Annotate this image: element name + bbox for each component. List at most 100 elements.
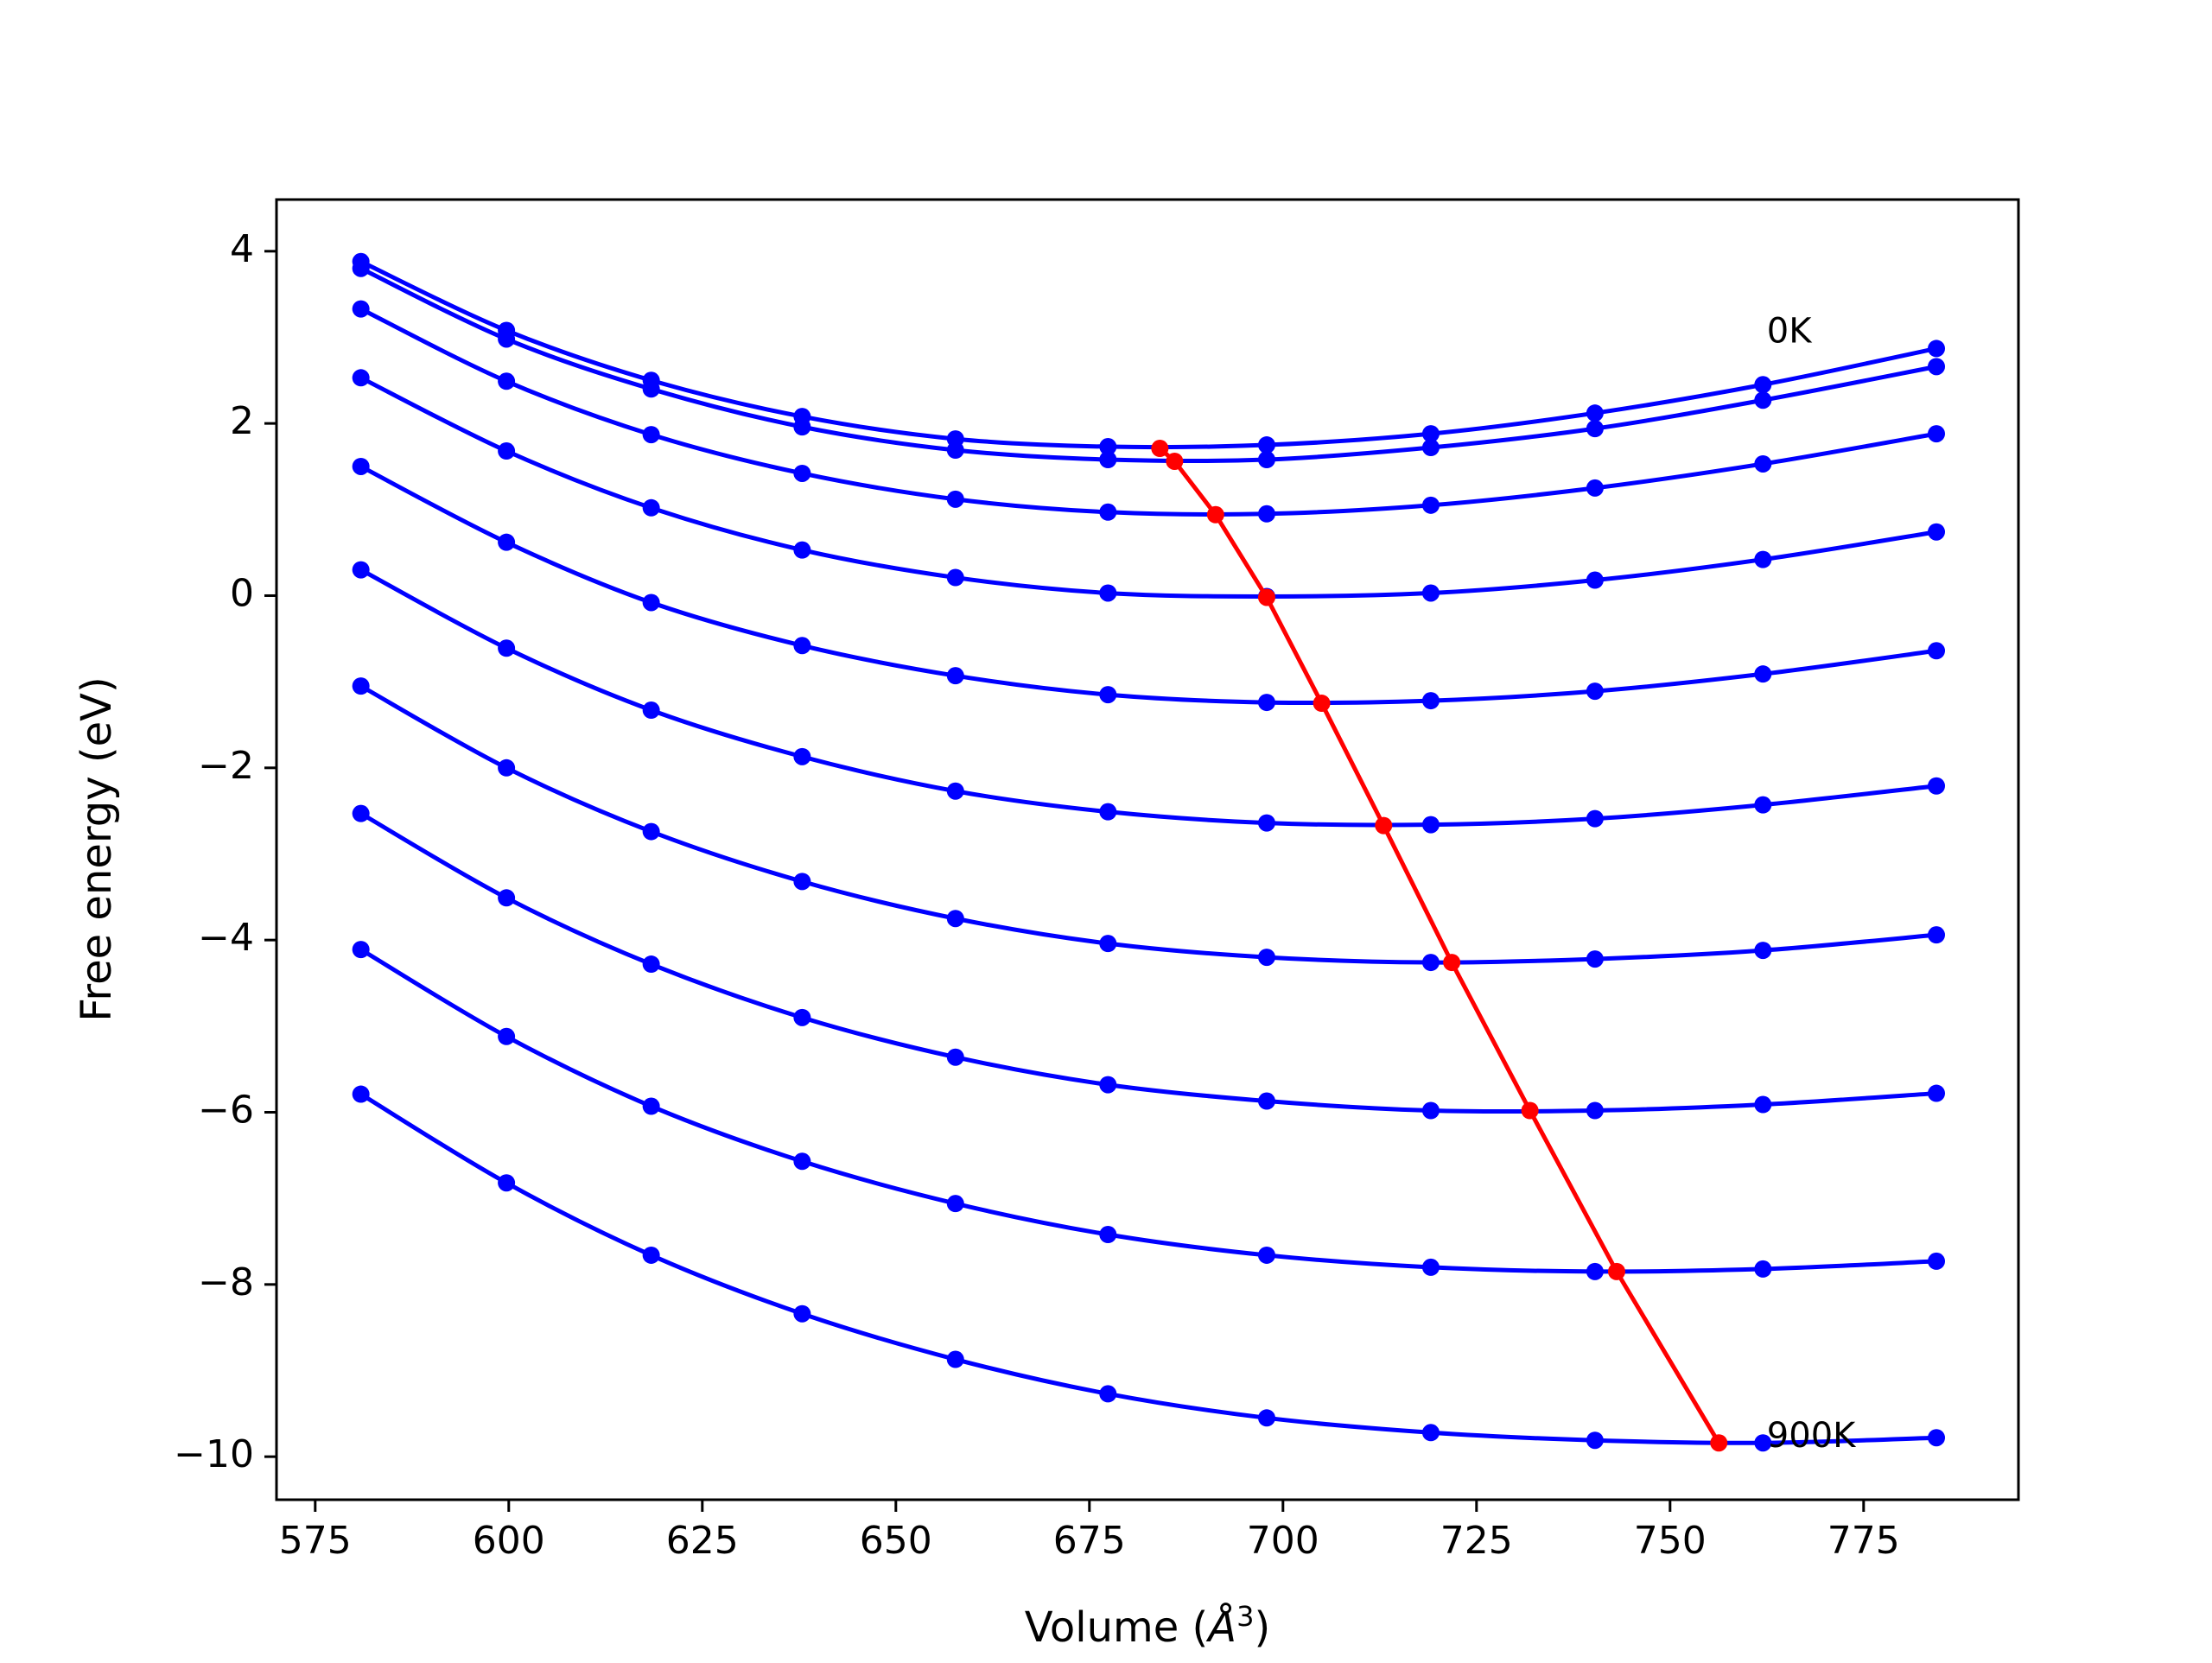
series-6-point-5 [1099, 935, 1117, 953]
series-3-point-0 [352, 369, 370, 387]
series-4-point-2 [642, 593, 660, 612]
series-5-point-8 [1586, 809, 1604, 828]
series-1-point-3 [793, 418, 811, 436]
curves-layer [352, 252, 1946, 1452]
series-2-point-4 [946, 490, 964, 508]
series-9-point-8 [1586, 1431, 1604, 1450]
minima-point-2 [1206, 505, 1224, 524]
x-tick-label-1: 600 [473, 1519, 545, 1563]
series-4-point-1 [498, 533, 516, 551]
y-tick-label-2: 0 [230, 571, 254, 615]
series-9-point-1 [498, 1174, 516, 1192]
series-3-point-2 [642, 498, 660, 517]
series-2-point-8 [1586, 479, 1604, 497]
minima-point-8 [1607, 1262, 1625, 1280]
series-8-point-6 [1257, 1246, 1275, 1264]
series-6-point-7 [1421, 954, 1440, 972]
minima-point-6 [1443, 954, 1461, 972]
series-9-point-10 [1928, 1429, 1946, 1447]
series-1-point-10 [1928, 358, 1946, 376]
series-5-point-2 [642, 701, 660, 720]
y-tick-label-4: −4 [198, 916, 254, 960]
series-3-point-9 [1754, 550, 1772, 568]
series-3-point-10 [1928, 523, 1946, 541]
series-0-point-8 [1586, 404, 1604, 422]
series-6-point-1 [498, 759, 516, 777]
y-tick-label-3: −2 [198, 744, 254, 788]
series-1-point-1 [498, 330, 516, 348]
series-0-point-9 [1754, 376, 1772, 394]
series-1-point-8 [1586, 420, 1604, 438]
series-2-point-5 [1099, 503, 1117, 521]
x-axis-label-close: ) [1254, 1603, 1270, 1652]
series-9-point-3 [793, 1304, 811, 1323]
minima-point-7 [1521, 1101, 1539, 1120]
series-7-point-6 [1257, 1092, 1275, 1110]
y-tick-label-7: −10 [174, 1432, 254, 1476]
series-5-point-3 [793, 747, 811, 765]
series-5-point-6 [1257, 814, 1275, 832]
series-7-point-8 [1586, 1101, 1604, 1120]
y-axis-label: Free energy (eV) [73, 676, 121, 1021]
series-7-point-0 [352, 804, 370, 822]
series-9-point-0 [352, 1085, 370, 1103]
series-5-point-1 [498, 639, 516, 657]
series-4-point-6 [1257, 694, 1275, 712]
series-3-point-4 [946, 568, 964, 587]
series-6-point-6 [1257, 949, 1275, 967]
x-tick-label-2: 625 [666, 1519, 739, 1563]
series-6-point-4 [946, 910, 964, 928]
series-9-point-7 [1421, 1424, 1440, 1442]
minima-point-3 [1257, 588, 1275, 606]
series-7-point-2 [642, 955, 660, 974]
minima-layer [1151, 440, 1728, 1452]
series-6-point-9 [1754, 942, 1772, 960]
series-2-point-3 [793, 464, 811, 482]
series-9-point-4 [946, 1350, 964, 1368]
series-5-point-10 [1928, 777, 1946, 795]
x-tick-label-3: 650 [860, 1519, 932, 1563]
series-4-point-4 [946, 667, 964, 685]
series-8-point-3 [793, 1152, 811, 1171]
x-tick-label-8: 775 [1827, 1519, 1900, 1563]
series-5-point-4 [946, 782, 964, 800]
series-7-point-5 [1099, 1076, 1117, 1094]
series-8-point-2 [642, 1097, 660, 1115]
series-5-point-5 [1099, 803, 1117, 821]
annotation-0: 0K [1767, 311, 1813, 351]
minima-point-0 [1151, 440, 1169, 458]
series-3-point-1 [498, 442, 516, 460]
series-1-point-0 [352, 259, 370, 277]
series-0-point-6 [1257, 436, 1275, 454]
series-4-point-5 [1099, 686, 1117, 704]
series-0-point-7 [1421, 425, 1440, 443]
y-tick-label-5: −6 [198, 1088, 254, 1132]
x-tick-label-4: 675 [1053, 1519, 1126, 1563]
series-9-point-9 [1754, 1434, 1772, 1452]
series-4-point-8 [1586, 682, 1604, 701]
series-7-point-7 [1421, 1101, 1440, 1120]
annotation-1: 900K [1767, 1416, 1857, 1456]
minima-line [1158, 447, 1721, 1444]
series-9-point-2 [642, 1246, 660, 1264]
series-8-point-8 [1586, 1262, 1604, 1280]
series-5-point-7 [1421, 816, 1440, 834]
y-axis-ticks: 4 2 0 −2 −4 −6 −8 −10 [174, 227, 276, 1476]
y-tick-label-6: −8 [198, 1260, 254, 1304]
series-8-point-9 [1754, 1260, 1772, 1278]
x-axis-label: Volume (Å3) [1025, 1600, 1270, 1652]
series-2-point-7 [1421, 496, 1440, 514]
y-tick-label-0: 4 [230, 227, 254, 271]
series-1-point-4 [946, 441, 964, 460]
series-2-point-0 [352, 300, 370, 318]
x-axis-label-main: Volume ( [1025, 1603, 1209, 1652]
series-7-point-10 [1928, 1084, 1946, 1102]
series-5-point-0 [352, 561, 370, 579]
x-axis-ticks: 575 600 625 650 675 700 725 750 775 [279, 1500, 1900, 1563]
series-3-point-7 [1421, 584, 1440, 602]
minima-point-4 [1313, 695, 1331, 713]
series-8-point-1 [498, 1027, 516, 1045]
